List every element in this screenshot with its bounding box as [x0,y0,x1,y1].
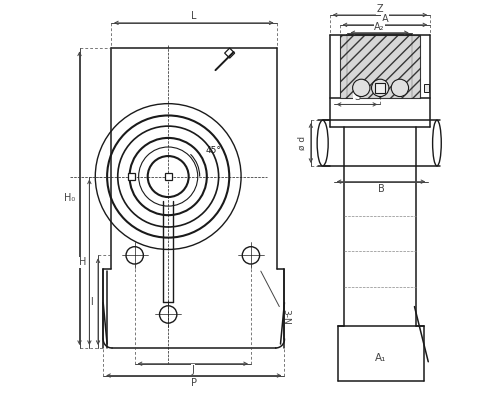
Bar [128,173,135,180]
Text: L: L [191,11,197,21]
Circle shape [391,79,409,96]
Circle shape [371,79,389,96]
Text: H₀: H₀ [64,193,75,203]
Text: S: S [354,92,360,102]
Text: A₂: A₂ [374,22,385,32]
Text: P: P [191,378,197,388]
Bar [375,83,385,93]
Bar [225,48,235,58]
Bar [165,173,172,180]
Ellipse shape [433,120,441,166]
Text: 3-N: 3-N [281,308,290,324]
Text: A₁: A₁ [375,353,386,363]
Text: B: B [377,184,384,194]
Text: H: H [79,257,86,267]
Text: ø d: ø d [298,136,307,150]
Text: 45°: 45° [206,146,221,156]
Bar [339,35,420,98]
Circle shape [353,79,370,96]
Text: A: A [381,14,388,24]
Bar [424,84,429,92]
Text: J: J [191,365,194,375]
Text: Z: Z [377,4,383,14]
Text: l: l [90,297,93,307]
Ellipse shape [317,120,328,166]
